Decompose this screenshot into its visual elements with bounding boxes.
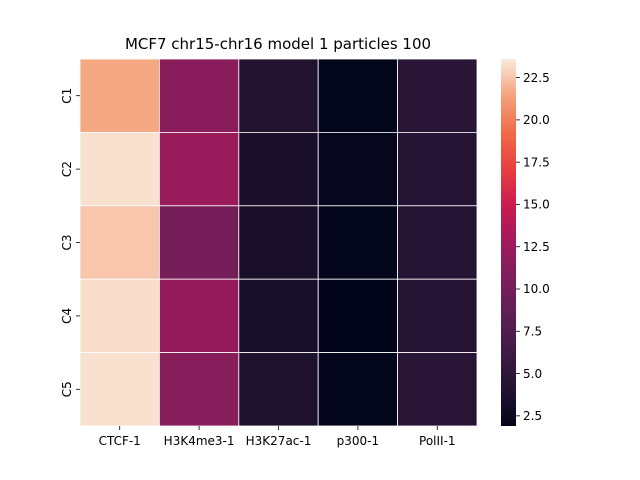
heatmap-cell bbox=[79, 58, 160, 133]
colorbar-ticks: 2.5 5.0 7.5 10.0 12.5 15.0 17.5 20.0 22.5 bbox=[516, 71, 550, 423]
heatmap-cell bbox=[79, 205, 160, 280]
heatmap-cell bbox=[238, 58, 319, 133]
colorbar-tick-label: 12.5 bbox=[523, 240, 550, 254]
heatmap-cell bbox=[397, 58, 478, 133]
heatmap-cell bbox=[397, 278, 478, 354]
column-labels: CTCF-1 H3K4me3-1 H3K27ac-1 p300-1 PolII-1 bbox=[99, 426, 456, 448]
heatmap-cell bbox=[238, 278, 319, 354]
colorbar-tick-label: 7.5 bbox=[523, 324, 542, 338]
heatmap-cell bbox=[158, 278, 240, 354]
colorbar bbox=[501, 59, 516, 426]
heatmap-cell bbox=[397, 131, 478, 207]
row-label: C5 bbox=[60, 381, 74, 397]
colorbar-tick-label: 17.5 bbox=[523, 155, 550, 169]
heatmap-cell bbox=[238, 352, 319, 427]
heatmap-cell bbox=[317, 278, 399, 354]
heatmap-cell bbox=[317, 58, 399, 133]
column-label: H3K4me3-1 bbox=[164, 434, 235, 448]
chart-title: MCF7 chr15-chr16 model 1 particles 100 bbox=[125, 35, 431, 53]
heatmap-cell bbox=[397, 352, 478, 427]
row-label: C3 bbox=[60, 234, 74, 250]
heatmap-cells bbox=[79, 58, 478, 427]
heatmap-cell bbox=[79, 278, 160, 354]
row-label: C4 bbox=[60, 308, 74, 324]
heatmap-cell bbox=[158, 352, 240, 427]
colorbar-tick-label: 5.0 bbox=[523, 367, 542, 381]
heatmap-cell bbox=[238, 205, 319, 280]
colorbar-tick-label: 22.5 bbox=[523, 71, 550, 85]
heatmap-cell bbox=[317, 205, 399, 280]
column-label: p300-1 bbox=[337, 434, 380, 448]
colorbar-tick-label: 20.0 bbox=[523, 113, 550, 127]
column-label: CTCF-1 bbox=[99, 434, 141, 448]
heatmap-cell bbox=[158, 131, 240, 207]
colorbar-tick-label: 10.0 bbox=[523, 282, 550, 296]
colorbar-tick-label: 15.0 bbox=[523, 198, 550, 212]
row-label: C1 bbox=[60, 88, 74, 104]
heatmap-cell bbox=[397, 205, 478, 280]
heatmap-cell bbox=[158, 58, 240, 133]
row-label: C2 bbox=[60, 161, 74, 177]
column-label: H3K27ac-1 bbox=[246, 434, 312, 448]
row-labels: C1 C2 C3 C4 C5 bbox=[60, 88, 80, 397]
heatmap-cell bbox=[317, 131, 399, 207]
heatmap-cell bbox=[158, 205, 240, 280]
heatmap-cell bbox=[317, 352, 399, 427]
colorbar-tick-label: 2.5 bbox=[523, 409, 542, 423]
heatmap-cell bbox=[79, 352, 160, 427]
column-label: PolII-1 bbox=[419, 434, 456, 448]
heatmap-cell bbox=[79, 131, 160, 207]
heatmap-cell bbox=[238, 131, 319, 207]
